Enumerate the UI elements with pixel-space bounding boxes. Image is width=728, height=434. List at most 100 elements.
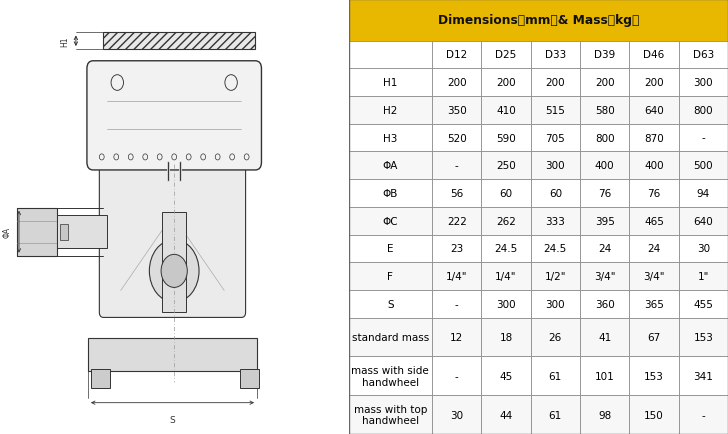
Bar — [481, 42, 531, 69]
Bar — [349, 318, 432, 357]
Bar — [580, 357, 629, 395]
Text: 153: 153 — [693, 332, 713, 342]
Text: 98: 98 — [598, 410, 612, 420]
Bar — [349, 395, 432, 434]
Bar — [349, 152, 432, 180]
Text: ΦA: ΦA — [383, 161, 398, 171]
Bar — [580, 97, 629, 125]
Bar — [481, 180, 531, 207]
Text: 12: 12 — [450, 332, 463, 342]
Bar — [531, 69, 580, 97]
Bar — [349, 125, 432, 152]
Bar — [481, 357, 531, 395]
Text: 515: 515 — [545, 105, 566, 115]
Bar — [481, 318, 531, 357]
Text: 333: 333 — [545, 216, 566, 226]
Bar — [580, 263, 629, 290]
Text: 200: 200 — [496, 78, 516, 88]
Bar — [580, 207, 629, 235]
Text: 300: 300 — [545, 299, 565, 309]
Text: 56: 56 — [450, 188, 463, 198]
Bar — [432, 357, 481, 395]
Bar — [88, 339, 257, 371]
Bar — [678, 125, 728, 152]
Bar — [580, 42, 629, 69]
Text: 395: 395 — [595, 216, 614, 226]
Text: 44: 44 — [499, 410, 513, 420]
Text: 24.5: 24.5 — [544, 244, 567, 254]
Bar — [92, 369, 111, 388]
Bar — [678, 97, 728, 125]
Bar — [531, 152, 580, 180]
Text: 580: 580 — [595, 105, 614, 115]
Bar — [349, 97, 432, 125]
Text: 350: 350 — [447, 105, 467, 115]
Text: S: S — [170, 415, 175, 424]
Text: 3/4": 3/4" — [644, 271, 665, 281]
Text: 800: 800 — [595, 133, 614, 143]
Bar — [678, 290, 728, 318]
Text: ΦA: ΦA — [3, 227, 12, 238]
Bar — [531, 42, 580, 69]
Bar — [531, 125, 580, 152]
Text: 870: 870 — [644, 133, 664, 143]
Bar — [629, 97, 678, 125]
Text: 640: 640 — [644, 105, 664, 115]
Text: 3/4": 3/4" — [594, 271, 615, 281]
Text: D63: D63 — [693, 50, 714, 60]
Text: 61: 61 — [549, 371, 562, 381]
Bar — [678, 207, 728, 235]
Text: 500: 500 — [694, 161, 713, 171]
Text: H3: H3 — [383, 133, 397, 143]
Bar — [57, 216, 107, 249]
FancyBboxPatch shape — [87, 62, 261, 171]
Text: 30: 30 — [450, 410, 463, 420]
Text: 30: 30 — [697, 244, 710, 254]
Bar — [432, 42, 481, 69]
Text: 94: 94 — [697, 188, 710, 198]
Text: 18: 18 — [499, 332, 513, 342]
Text: 76: 76 — [598, 188, 612, 198]
Bar — [349, 69, 432, 97]
Text: 45: 45 — [499, 371, 513, 381]
Bar — [432, 180, 481, 207]
Text: 60: 60 — [499, 188, 513, 198]
Text: 520: 520 — [447, 133, 467, 143]
Text: 365: 365 — [644, 299, 664, 309]
Bar — [481, 263, 531, 290]
Bar — [481, 69, 531, 97]
Bar — [678, 357, 728, 395]
Bar — [349, 207, 432, 235]
Text: D39: D39 — [594, 50, 615, 60]
Bar — [432, 263, 481, 290]
Bar — [678, 69, 728, 97]
Text: 200: 200 — [447, 78, 467, 88]
Text: D12: D12 — [446, 50, 467, 60]
Text: F: F — [387, 271, 393, 281]
Bar — [580, 180, 629, 207]
Bar — [60, 224, 68, 240]
Bar — [481, 97, 531, 125]
Bar — [103, 33, 256, 50]
Text: 400: 400 — [595, 161, 614, 171]
Text: Dimensions（mm）& Mass（kg）: Dimensions（mm）& Mass（kg） — [438, 14, 639, 27]
Text: 455: 455 — [693, 299, 713, 309]
Text: 200: 200 — [595, 78, 614, 88]
Bar — [162, 213, 186, 312]
Text: 1/4": 1/4" — [495, 271, 517, 281]
Bar — [531, 263, 580, 290]
Text: 400: 400 — [644, 161, 664, 171]
Bar — [678, 263, 728, 290]
Bar — [629, 263, 678, 290]
Text: 41: 41 — [598, 332, 612, 342]
Bar — [580, 69, 629, 97]
Bar — [531, 97, 580, 125]
Bar — [349, 263, 432, 290]
Bar — [580, 318, 629, 357]
Text: 24: 24 — [647, 244, 660, 254]
Text: 1/2": 1/2" — [545, 271, 566, 281]
Text: E: E — [387, 244, 394, 254]
Text: 1": 1" — [697, 271, 709, 281]
Text: 153: 153 — [644, 371, 664, 381]
Text: 26: 26 — [549, 332, 562, 342]
